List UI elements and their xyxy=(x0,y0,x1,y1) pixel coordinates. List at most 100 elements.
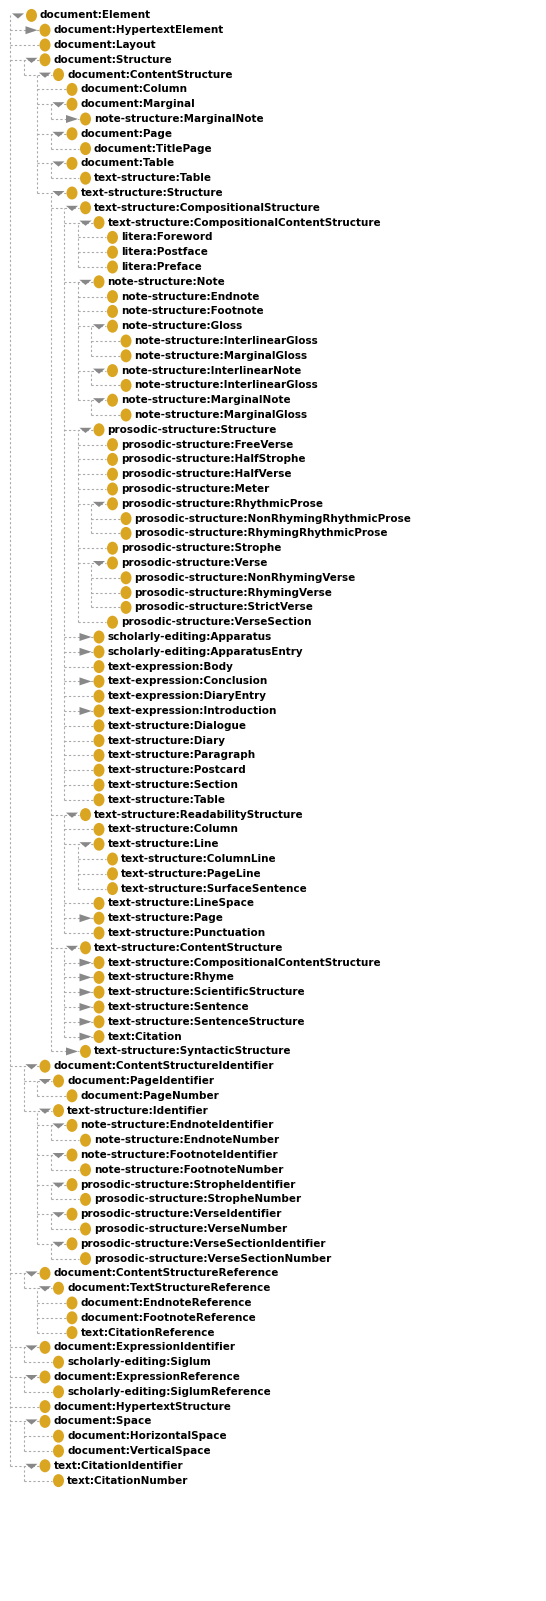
Text: document:Element: document:Element xyxy=(40,10,151,21)
Ellipse shape xyxy=(53,1074,64,1087)
Text: text-structure:SurfaceSentence: text-structure:SurfaceSentence xyxy=(121,884,308,893)
Text: document:TextStructureReference: document:TextStructureReference xyxy=(67,1282,270,1294)
Ellipse shape xyxy=(107,852,118,866)
Polygon shape xyxy=(80,708,92,716)
Text: note-structure:FootnoteIdentifier: note-structure:FootnoteIdentifier xyxy=(80,1150,278,1161)
Ellipse shape xyxy=(67,1326,78,1338)
Ellipse shape xyxy=(39,1060,50,1073)
Ellipse shape xyxy=(53,1385,64,1398)
Text: prosodic-structure:RhymingVerse: prosodic-structure:RhymingVerse xyxy=(134,588,333,597)
Polygon shape xyxy=(93,560,105,567)
Polygon shape xyxy=(52,162,64,167)
Text: text-structure:Page: text-structure:Page xyxy=(108,913,223,924)
Ellipse shape xyxy=(107,320,118,333)
Text: text-structure:SyntacticStructure: text-structure:SyntacticStructure xyxy=(94,1047,292,1057)
Text: text-structure:Section: text-structure:Section xyxy=(108,780,239,789)
Polygon shape xyxy=(80,677,92,685)
Text: note-structure:InterlinearGloss: note-structure:InterlinearGloss xyxy=(134,381,318,391)
Ellipse shape xyxy=(80,112,91,125)
Ellipse shape xyxy=(121,349,132,362)
Text: document:PageNumber: document:PageNumber xyxy=(80,1090,219,1101)
Ellipse shape xyxy=(93,911,104,925)
Text: text-structure:Postcard: text-structure:Postcard xyxy=(108,765,246,775)
Text: text:CitationReference: text:CitationReference xyxy=(80,1327,215,1337)
Text: text-expression:Body: text-expression:Body xyxy=(108,661,233,671)
Text: document:Page: document:Page xyxy=(80,128,173,139)
Ellipse shape xyxy=(107,541,118,554)
Text: prosodic-structure:VerseSectionIdentifier: prosodic-structure:VerseSectionIdentifie… xyxy=(80,1239,326,1249)
Text: document:VerticalSpace: document:VerticalSpace xyxy=(67,1446,211,1455)
Ellipse shape xyxy=(93,631,104,644)
Polygon shape xyxy=(66,1047,78,1055)
Text: note-structure:FootnoteNumber: note-structure:FootnoteNumber xyxy=(94,1166,283,1175)
Ellipse shape xyxy=(107,616,118,629)
Ellipse shape xyxy=(107,261,118,274)
Text: prosodic-structure:RhymingRhythmicProse: prosodic-structure:RhymingRhythmicProse xyxy=(134,528,388,538)
Text: litera:Preface: litera:Preface xyxy=(121,263,202,272)
Polygon shape xyxy=(66,207,78,211)
Ellipse shape xyxy=(93,837,104,850)
Ellipse shape xyxy=(39,53,50,66)
Polygon shape xyxy=(26,1420,38,1425)
Ellipse shape xyxy=(93,645,104,658)
Text: note-structure:Endnote: note-structure:Endnote xyxy=(121,291,259,301)
Ellipse shape xyxy=(80,171,91,184)
Text: text-structure:Diary: text-structure:Diary xyxy=(108,735,225,746)
Ellipse shape xyxy=(39,1401,50,1414)
Text: note-structure:EndnoteNumber: note-structure:EndnoteNumber xyxy=(94,1135,279,1145)
Text: text-structure:Sentence: text-structure:Sentence xyxy=(108,1002,249,1012)
Ellipse shape xyxy=(80,1252,91,1265)
Text: prosodic-structure:Verse: prosodic-structure:Verse xyxy=(121,559,268,568)
Ellipse shape xyxy=(107,363,118,378)
Ellipse shape xyxy=(93,1015,104,1028)
Text: text-structure:ContentStructure: text-structure:ContentStructure xyxy=(94,943,283,953)
Text: text-structure:CompositionalContentStructure: text-structure:CompositionalContentStruc… xyxy=(108,218,381,227)
Ellipse shape xyxy=(107,304,118,319)
Text: document:ContentStructureIdentifier: document:ContentStructureIdentifier xyxy=(54,1061,274,1071)
Text: document:ContentStructure: document:ContentStructure xyxy=(67,69,233,80)
Ellipse shape xyxy=(107,453,118,466)
Text: text-structure:Punctuation: text-structure:Punctuation xyxy=(108,929,265,938)
Ellipse shape xyxy=(93,897,104,909)
Ellipse shape xyxy=(67,98,78,110)
Ellipse shape xyxy=(80,809,91,821)
Polygon shape xyxy=(52,131,64,138)
Text: document:EndnoteReference: document:EndnoteReference xyxy=(80,1298,252,1308)
Ellipse shape xyxy=(107,394,118,407)
Polygon shape xyxy=(80,632,92,640)
Ellipse shape xyxy=(107,245,118,259)
Polygon shape xyxy=(66,115,78,123)
Text: document:FootnoteReference: document:FootnoteReference xyxy=(80,1313,256,1322)
Text: scholarly-editing:Siglum: scholarly-editing:Siglum xyxy=(67,1358,211,1367)
Ellipse shape xyxy=(80,202,91,215)
Ellipse shape xyxy=(93,660,104,672)
Ellipse shape xyxy=(121,335,132,347)
Polygon shape xyxy=(80,988,92,996)
Ellipse shape xyxy=(67,1148,78,1161)
Text: text-structure:Column: text-structure:Column xyxy=(108,825,239,834)
Ellipse shape xyxy=(39,1370,50,1383)
Ellipse shape xyxy=(107,467,118,480)
Ellipse shape xyxy=(80,142,91,155)
Text: text-structure:Table: text-structure:Table xyxy=(94,173,212,183)
Polygon shape xyxy=(80,280,92,285)
Polygon shape xyxy=(80,427,92,432)
Text: note-structure:Gloss: note-structure:Gloss xyxy=(121,322,242,331)
Ellipse shape xyxy=(121,600,132,613)
Ellipse shape xyxy=(93,970,104,985)
Ellipse shape xyxy=(107,290,118,303)
Text: document:PageIdentifier: document:PageIdentifier xyxy=(67,1076,214,1085)
Polygon shape xyxy=(26,26,38,34)
Ellipse shape xyxy=(53,1430,64,1443)
Polygon shape xyxy=(52,1242,64,1247)
Text: text-structure:SentenceStructure: text-structure:SentenceStructure xyxy=(108,1017,305,1026)
Polygon shape xyxy=(26,1271,38,1276)
Ellipse shape xyxy=(80,1193,91,1206)
Ellipse shape xyxy=(93,216,104,229)
Text: note-structure:MarginalGloss: note-structure:MarginalGloss xyxy=(134,351,307,360)
Ellipse shape xyxy=(107,868,118,881)
Text: document:ExpressionReference: document:ExpressionReference xyxy=(54,1372,240,1382)
Text: document:Layout: document:Layout xyxy=(54,40,156,50)
Ellipse shape xyxy=(39,1266,50,1279)
Text: text-structure:Paragraph: text-structure:Paragraph xyxy=(108,751,256,760)
